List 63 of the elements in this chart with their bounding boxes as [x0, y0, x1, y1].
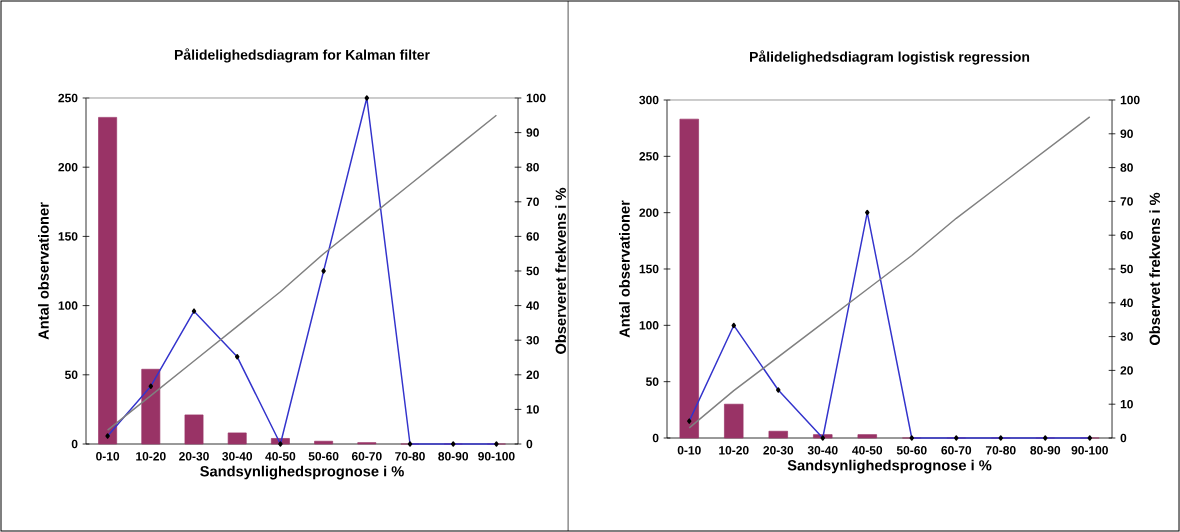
- x-tick-label: 80-90: [438, 452, 469, 461]
- y-tick-label: 50: [64, 370, 78, 380]
- x-tick-label: 30-40: [807, 446, 838, 455]
- y-tick-label: 300: [639, 95, 659, 105]
- y2-tick-label: 50: [1120, 264, 1133, 274]
- y2-tick-label: 0: [526, 439, 533, 449]
- chart-title: Pålidelighedsdiagram logistisk regression: [750, 50, 1030, 65]
- y-tick-label: 250: [639, 152, 659, 161]
- y2-tick-label: 100: [526, 93, 546, 103]
- y2-tick-label: 40: [526, 301, 539, 310]
- y2-tick-label: 80: [526, 162, 539, 172]
- y2-tick-label: 90: [526, 128, 539, 137]
- x-tick-label: 90-100: [478, 452, 515, 461]
- x-tick-label: 30-40: [222, 452, 253, 461]
- x-tick-label: 60-70: [941, 446, 972, 455]
- y2-tick-label: 90: [1120, 129, 1133, 139]
- x-tick-label: 0-10: [677, 446, 701, 455]
- y2-tick-label: 30: [1120, 332, 1133, 341]
- x-tick-label: 50-60: [896, 446, 927, 455]
- y2-tick-label: 70: [526, 197, 539, 207]
- y2-tick-label: 30: [526, 335, 539, 345]
- y2-tick-label: 50: [526, 266, 539, 276]
- y-tick-label: 100: [639, 321, 659, 330]
- y2-tick-label: 10: [526, 405, 539, 414]
- y2-tick-label: 80: [1120, 163, 1133, 172]
- x-tick-label: 10-20: [719, 446, 749, 455]
- x-tick-label: 90-100: [1071, 446, 1108, 455]
- x-axis-title: Sandsynlighedsprognose i %: [200, 465, 404, 480]
- x-tick-label: 40-50: [852, 446, 883, 455]
- y-tick-label: 0: [652, 433, 659, 443]
- x-tick-label: 20-30: [763, 446, 794, 455]
- y-tick-label: 150: [639, 264, 659, 274]
- y2-tick-label: 60: [1120, 230, 1133, 240]
- y-axis-title: Antal observationer: [619, 200, 630, 338]
- chart-title: Pålidelighedsdiagram for Kalman filter: [174, 48, 430, 63]
- y-axis-title: Antal observationer: [38, 202, 49, 340]
- x-tick-label: 70-80: [395, 452, 425, 461]
- y2-tick-label: 20: [1120, 366, 1133, 375]
- y-tick-label: 150: [58, 232, 78, 241]
- y2-tick-label: 60: [526, 232, 539, 241]
- x-tick-label: 70-80: [985, 446, 1016, 455]
- y-tick-label: 250: [58, 93, 78, 103]
- x-tick-label: 20-30: [179, 452, 209, 461]
- y-tick-label: 0: [71, 439, 78, 449]
- x-axis-title: Sandsynlighedsprognose i %: [787, 459, 992, 474]
- y-tick-label: 100: [58, 301, 78, 310]
- y2-tick-label: 70: [1120, 197, 1133, 206]
- y2-axis-title: Observeret frekvens i %: [555, 187, 567, 354]
- x-tick-label: 80-90: [1030, 446, 1061, 455]
- y-tick-label: 200: [58, 162, 78, 172]
- y2-tick-label: 40: [1120, 298, 1133, 308]
- y2-tick-label: 0: [1120, 433, 1127, 443]
- x-tick-label: 0-10: [96, 452, 120, 461]
- y2-tick-label: 10: [1120, 399, 1133, 409]
- x-tick-label: 60-70: [351, 452, 382, 461]
- y2-axis-title: Observet frekvens i %: [1149, 192, 1161, 346]
- x-tick-label: 40-50: [265, 452, 296, 461]
- x-tick-label: 50-60: [308, 452, 339, 461]
- x-tick-label: 10-20: [136, 452, 166, 461]
- y2-tick-label: 20: [526, 370, 539, 380]
- y2-tick-label: 100: [1120, 95, 1140, 105]
- y-tick-label: 200: [639, 208, 659, 217]
- y-tick-label: 50: [645, 377, 659, 386]
